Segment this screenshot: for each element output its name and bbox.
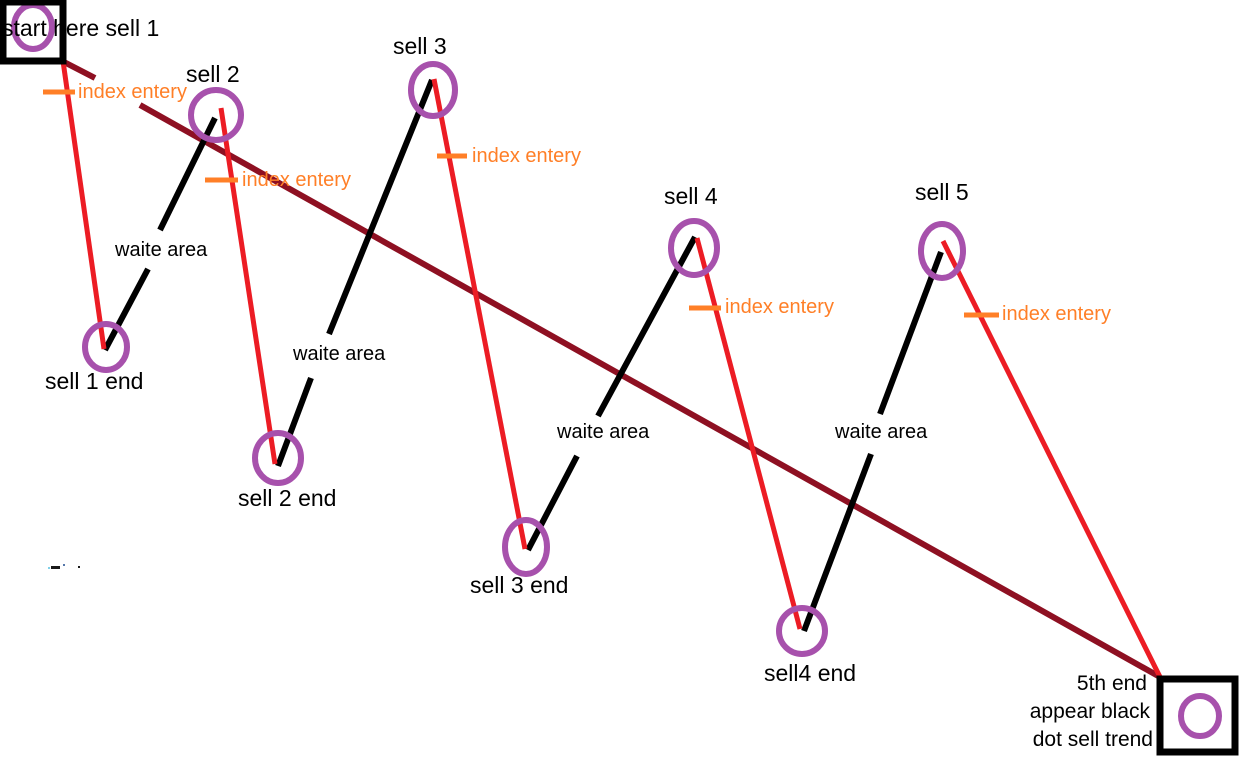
stray-mark-dash — [51, 566, 60, 569]
sell-line-2 — [218, 107, 278, 465]
sell-4-end-label: sell4 end — [764, 660, 857, 686]
index-entry-label-2: index entery — [242, 169, 351, 191]
stray-mark-dot-cyan — [48, 567, 50, 569]
index-entry-label-1: index entery — [78, 81, 187, 103]
end-box-circle — [1178, 693, 1222, 739]
wait-line-2a — [275, 376, 314, 468]
waite-area-label-2: waite area — [293, 343, 386, 365]
waite-area-label-3: waite area — [557, 421, 650, 443]
sell-3-end-label: sell 3 end — [470, 572, 569, 598]
fifth-end-label-line-3: dot sell trend — [1032, 728, 1153, 751]
end-box — [1156, 675, 1239, 756]
index-entry-label-3: index entery — [472, 145, 581, 167]
sell-4-label: sell 4 — [664, 183, 718, 209]
start-here-label: start here sell 1 — [2, 15, 160, 41]
fifth-end-label-line-1: 5th end — [1076, 672, 1147, 695]
wait-line-4b — [877, 250, 944, 416]
index-entry-label-4: index entery — [725, 296, 834, 318]
sell-trend-line-start — [62, 59, 97, 81]
sell-3-circle — [408, 61, 458, 119]
wait-line-2b — [326, 78, 435, 336]
sell-2-label: sell 2 — [186, 61, 240, 87]
sell-2-end-label: sell 2 end — [238, 485, 337, 511]
sell-1-end-label: sell 1 end — [45, 368, 144, 394]
sell-line-4 — [694, 237, 803, 630]
waite-area-label-1: waite area — [115, 239, 208, 261]
stray-mark-dot-blue — [63, 564, 65, 566]
start-box — [0, 0, 67, 65]
waite-area-label-4: waite area — [835, 421, 928, 443]
wait-line-3a — [525, 454, 580, 552]
wait-line-4a — [801, 452, 874, 633]
sell-trend-line — [138, 102, 1162, 680]
fifth-end-label-line-2: appear black — [1029, 700, 1150, 723]
sell-3-end-circle — [502, 517, 550, 577]
stray-mark-dot-black — [78, 566, 80, 568]
sell-4-circle — [668, 218, 720, 278]
sell-line-1 — [60, 60, 107, 350]
sell-2-circle — [188, 87, 244, 143]
sell-2-end-circle — [252, 430, 304, 486]
wait-line-1a — [102, 267, 151, 352]
sell-5-circle — [918, 221, 966, 281]
sell-4-end-circle — [776, 605, 828, 657]
index-entry-label-5: index entery — [1002, 303, 1111, 325]
sell-5-label: sell 5 — [915, 179, 969, 205]
sell-3-label: sell 3 — [393, 33, 447, 59]
sell-1-end-circle — [82, 321, 130, 373]
